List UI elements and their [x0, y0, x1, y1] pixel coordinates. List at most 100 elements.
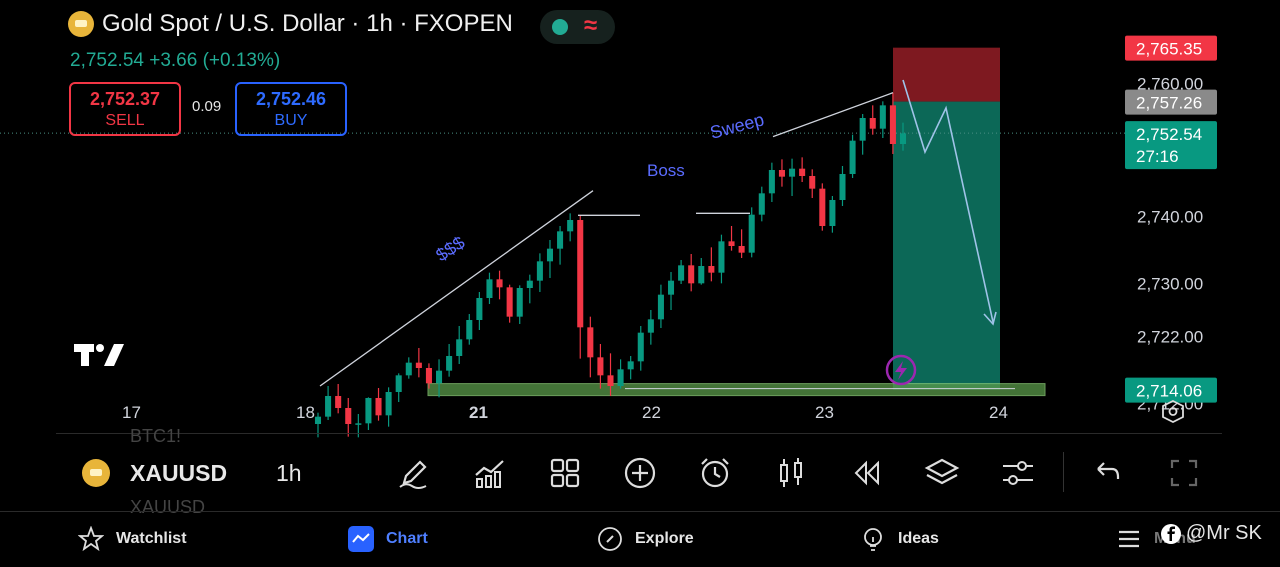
nav-explore[interactable]: Explore [597, 520, 694, 558]
nav-ideas[interactable]: Ideas [860, 520, 939, 558]
fullscreen-icon[interactable] [1166, 455, 1202, 491]
candle-body [506, 287, 513, 317]
candle-body [486, 279, 493, 298]
candle-body [819, 188, 826, 226]
candle-body [758, 193, 765, 215]
y-tick-label: 2,760.00 [1137, 74, 1203, 93]
symbol-title-text: Gold Spot / U.S. Dollar · 1h · FXOPEN [102, 10, 513, 37]
candle-body [355, 423, 362, 425]
candle-body [526, 280, 533, 288]
candle-body [597, 357, 604, 376]
candle-body [627, 361, 634, 370]
candle-body [466, 320, 473, 340]
add-circle-icon[interactable] [622, 455, 658, 491]
candle-body [768, 170, 775, 194]
timeframe-selector[interactable]: 1h [276, 460, 302, 486]
candle-body [557, 231, 564, 249]
nav-chart-label: Chart [386, 530, 428, 547]
candle-body [587, 327, 594, 358]
candles-icon[interactable] [773, 455, 809, 491]
candle-body [809, 176, 816, 189]
candle-body [365, 398, 372, 424]
candle-body [728, 241, 735, 246]
divider [0, 511, 1280, 512]
take-profit-zone [893, 101, 1000, 390]
tradingview-logo-icon [74, 344, 124, 366]
chart-icon [348, 526, 374, 552]
price-label: 2,714.06 [1136, 382, 1202, 401]
candle-body [708, 266, 715, 273]
layers-icon[interactable] [924, 455, 960, 491]
candle-body [425, 368, 432, 384]
candle-body [748, 214, 755, 253]
candle-body [546, 248, 554, 262]
candle-body [617, 369, 624, 386]
candle-body [567, 220, 574, 232]
candle-body [476, 298, 483, 320]
menu-icon [1119, 530, 1139, 548]
settings-sliders-icon[interactable] [1000, 455, 1036, 491]
chart-title: Gold Spot / U.S. Dollar · 1h · FXOPEN [68, 10, 513, 38]
buy-price: 2,752.46 [255, 89, 327, 109]
candle-body [456, 339, 463, 356]
candle-body [778, 170, 785, 177]
indicator-toggle[interactable]: ≈ [540, 10, 615, 44]
candle-body [385, 392, 392, 416]
candle-body [859, 118, 866, 141]
candle-body [415, 362, 422, 368]
buy-button[interactable]: 2,752.46 BUY [235, 82, 347, 136]
price-label-bg [1125, 35, 1217, 61]
candle-body [718, 241, 725, 273]
candle-body [375, 398, 382, 416]
candle-body [335, 396, 342, 408]
star-icon [78, 526, 104, 552]
candle-body [667, 280, 675, 295]
nav-chart[interactable]: Chart [348, 520, 428, 558]
spread-value: 0.09 [192, 98, 222, 115]
candle-body [345, 408, 352, 424]
layout-grid-icon[interactable] [547, 455, 583, 491]
replay-icon[interactable] [848, 455, 884, 491]
buy-label: BUY [274, 112, 308, 129]
sell-button[interactable]: 2,752.37 SELL [69, 82, 181, 136]
price-label: 2,752.54 [1136, 125, 1202, 144]
x-tick-label: 18 [296, 403, 315, 422]
lightning-marker-icon [885, 354, 917, 386]
candle-body [889, 105, 896, 144]
candle-body [446, 356, 453, 371]
alarm-clock-icon[interactable] [697, 455, 733, 491]
price-chart[interactable]: $$$ Boss Sweep 2,760.00 2,740.00 2,730.00 2,72… [0, 0, 1280, 440]
undo-icon[interactable] [1090, 455, 1126, 491]
x-tick-label: 23 [815, 403, 834, 422]
price-label-bg [1125, 89, 1217, 115]
projection-arrow-head [983, 311, 997, 326]
x-tick-label: 22 [642, 403, 661, 422]
compass-icon [598, 527, 622, 551]
candle-body [869, 118, 876, 129]
candle-body [657, 294, 664, 320]
candle-body [678, 265, 685, 281]
candle-body [516, 288, 523, 317]
chart-settings-icon-center [1168, 407, 1178, 416]
indicators-icon[interactable] [472, 455, 508, 491]
candle-body [405, 362, 412, 376]
trendline [319, 190, 594, 387]
candle-body [496, 279, 503, 288]
symbol-selector[interactable]: XAUUSD [130, 460, 228, 486]
nav-watchlist[interactable]: Watchlist [78, 520, 187, 558]
candle-body [607, 375, 614, 386]
facebook-icon [1161, 523, 1181, 544]
candle-body [829, 200, 836, 226]
candle-body [536, 261, 543, 281]
annotation-dollars: $$$ [432, 232, 468, 265]
pencil-icon[interactable] [396, 455, 432, 491]
nav-watchlist-label: Watchlist [116, 530, 187, 547]
y-tick-label: 2,722.00 [1137, 328, 1203, 347]
candle-body [839, 174, 846, 200]
y-tick-label: 2,740.00 [1137, 208, 1203, 227]
lightbulb-icon [864, 528, 882, 551]
candle-body [395, 375, 402, 392]
annotation-boss: Boss [647, 161, 685, 180]
author-handle: @Mr SK [1186, 522, 1262, 544]
gold-coin-icon [68, 11, 94, 37]
